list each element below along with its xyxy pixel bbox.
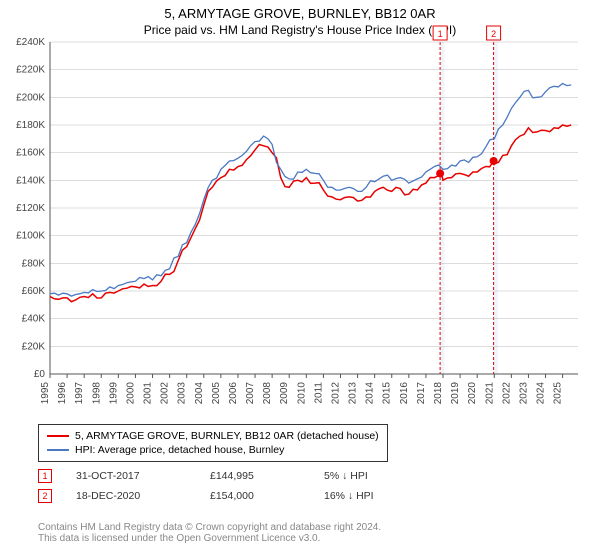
svg-text:2017: 2017 [416, 382, 427, 405]
svg-text:1996: 1996 [57, 382, 68, 405]
sale-date: 31-OCT-2017 [76, 470, 186, 482]
svg-text:2013: 2013 [348, 382, 359, 405]
svg-text:2: 2 [491, 29, 496, 39]
price-chart: 1 2 £0 £20K £40K £60K £80K £100K £120K £140K £160K… [0, 0, 600, 420]
svg-text:1998: 1998 [91, 382, 102, 405]
svg-text:2016: 2016 [399, 382, 410, 405]
svg-text:2003: 2003 [177, 382, 188, 405]
svg-text:£200K: £200K [16, 92, 45, 103]
svg-text:£220K: £220K [16, 65, 45, 76]
sale-marker-icon: 1 [38, 469, 52, 483]
legend-swatch [47, 435, 69, 437]
footer-line2: This data is licensed under the Open Gov… [38, 533, 381, 544]
legend-swatch [47, 449, 69, 451]
svg-text:2009: 2009 [279, 382, 290, 405]
svg-text:£40K: £40K [22, 314, 46, 325]
svg-text:1: 1 [438, 29, 443, 39]
svg-text:2008: 2008 [262, 382, 273, 405]
footer-attribution: Contains HM Land Registry data © Crown c… [38, 522, 381, 544]
svg-text:£180K: £180K [16, 120, 45, 131]
svg-text:2007: 2007 [245, 382, 256, 405]
svg-text:1999: 1999 [108, 382, 119, 405]
svg-text:2022: 2022 [501, 382, 512, 405]
footer-line1: Contains HM Land Registry data © Crown c… [38, 522, 381, 533]
svg-text:2020: 2020 [467, 382, 478, 405]
svg-text:£100K: £100K [16, 231, 45, 242]
sales-row: 2 18-DEC-2020 £154,000 16% ↓ HPI [38, 486, 374, 506]
legend-row: HPI: Average price, detached house, Burn… [47, 443, 379, 457]
svg-text:2024: 2024 [536, 382, 547, 405]
legend-label: 5, ARMYTAGE GROVE, BURNLEY, BB12 0AR (de… [75, 430, 379, 442]
svg-text:1995: 1995 [40, 382, 51, 405]
svg-text:2025: 2025 [553, 382, 564, 405]
svg-text:2023: 2023 [518, 382, 529, 405]
svg-text:2002: 2002 [160, 382, 171, 405]
svg-text:2004: 2004 [194, 382, 205, 405]
sales-row: 1 31-OCT-2017 £144,995 5% ↓ HPI [38, 466, 374, 486]
svg-text:2005: 2005 [211, 382, 222, 405]
svg-text:£240K: £240K [16, 37, 45, 48]
svg-text:2010: 2010 [296, 382, 307, 405]
svg-text:1997: 1997 [74, 382, 85, 405]
sale-date: 18-DEC-2020 [76, 490, 186, 502]
svg-text:2014: 2014 [365, 382, 376, 405]
sale-marker-icon: 2 [38, 489, 52, 503]
sale-delta: 5% ↓ HPI [324, 470, 368, 482]
svg-text:2018: 2018 [433, 382, 444, 405]
svg-text:£60K: £60K [22, 286, 46, 297]
sale-price: £154,000 [210, 490, 300, 502]
svg-text:£20K: £20K [22, 341, 46, 352]
svg-text:£140K: £140K [16, 175, 45, 186]
sale-delta: 16% ↓ HPI [324, 490, 374, 502]
svg-text:2019: 2019 [450, 382, 461, 405]
legend: 5, ARMYTAGE GROVE, BURNLEY, BB12 0AR (de… [38, 424, 388, 462]
svg-text:2000: 2000 [125, 382, 136, 405]
legend-label: HPI: Average price, detached house, Burn… [75, 444, 284, 456]
svg-text:2021: 2021 [484, 382, 495, 405]
legend-row: 5, ARMYTAGE GROVE, BURNLEY, BB12 0AR (de… [47, 429, 379, 443]
svg-text:2011: 2011 [313, 382, 324, 404]
sales-table: 1 31-OCT-2017 £144,995 5% ↓ HPI 2 18-DEC-2020… [38, 466, 374, 506]
svg-text:2012: 2012 [330, 382, 341, 405]
svg-text:£80K: £80K [22, 258, 46, 269]
svg-text:2015: 2015 [382, 382, 393, 405]
svg-text:2001: 2001 [143, 382, 154, 405]
svg-text:£120K: £120K [16, 203, 45, 214]
svg-text:£160K: £160K [16, 148, 45, 159]
svg-text:£0: £0 [34, 369, 46, 380]
sale-price: £144,995 [210, 470, 300, 482]
svg-text:2006: 2006 [228, 382, 239, 405]
